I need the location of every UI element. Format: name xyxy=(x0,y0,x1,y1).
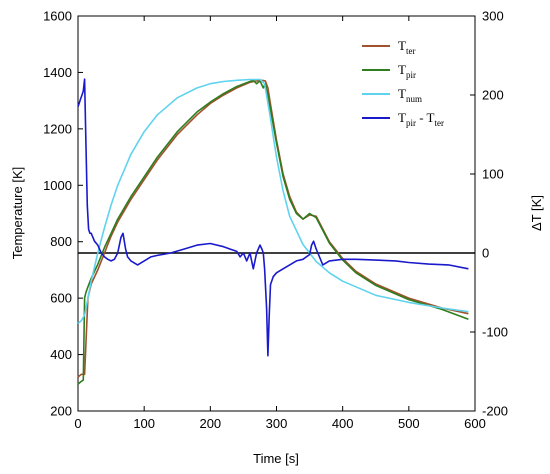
legend-label-3: Tpir - Tter xyxy=(398,110,444,128)
y-right-tick-label: 300 xyxy=(482,9,504,24)
x-tick-label: 600 xyxy=(464,416,486,431)
x-axis-title: Time [s] xyxy=(253,451,299,466)
y-left-tick-label: 600 xyxy=(50,291,72,306)
y-left-tick-label: 800 xyxy=(50,234,72,249)
x-tick-label: 300 xyxy=(266,416,288,431)
legend-label-1: Tpir xyxy=(398,62,416,80)
legend-label-2: Tnum xyxy=(398,86,422,104)
x-tick-label: 500 xyxy=(398,416,420,431)
y-right-tick-label: -100 xyxy=(482,325,508,340)
x-tick-label: 100 xyxy=(133,416,155,431)
y-right-tick-label: 0 xyxy=(482,246,489,261)
x-tick-label: 0 xyxy=(74,416,81,431)
y-left-tick-label: 1200 xyxy=(43,121,72,136)
y-left-tick-label: 1000 xyxy=(43,178,72,193)
x-tick-label: 200 xyxy=(199,416,221,431)
y-axis-right-title: ΔT [K] xyxy=(529,195,544,231)
y-right-tick-label: 100 xyxy=(482,167,504,182)
y-left-tick-label: 1400 xyxy=(43,65,72,80)
tick-labels: 0 100 200 300 400 500 600200400600800100012001… xyxy=(43,9,508,432)
legend-label-0: Tter xyxy=(398,38,415,56)
y-right-tick-label: -200 xyxy=(482,404,508,419)
y-right-tick-label: 200 xyxy=(482,88,504,103)
series-layer xyxy=(77,78,469,385)
y-axis-left-title: Temperature [K] xyxy=(10,167,25,260)
legend: Tter Tpir Tnum Tpir - Tter xyxy=(362,38,444,128)
y-left-tick-label: 400 xyxy=(50,347,72,362)
tick-marks xyxy=(77,15,476,412)
y-left-tick-label: 200 xyxy=(50,404,72,419)
series-line-3 xyxy=(77,78,469,357)
y-left-tick-label: 1600 xyxy=(43,9,72,24)
x-tick-label: 400 xyxy=(332,416,354,431)
